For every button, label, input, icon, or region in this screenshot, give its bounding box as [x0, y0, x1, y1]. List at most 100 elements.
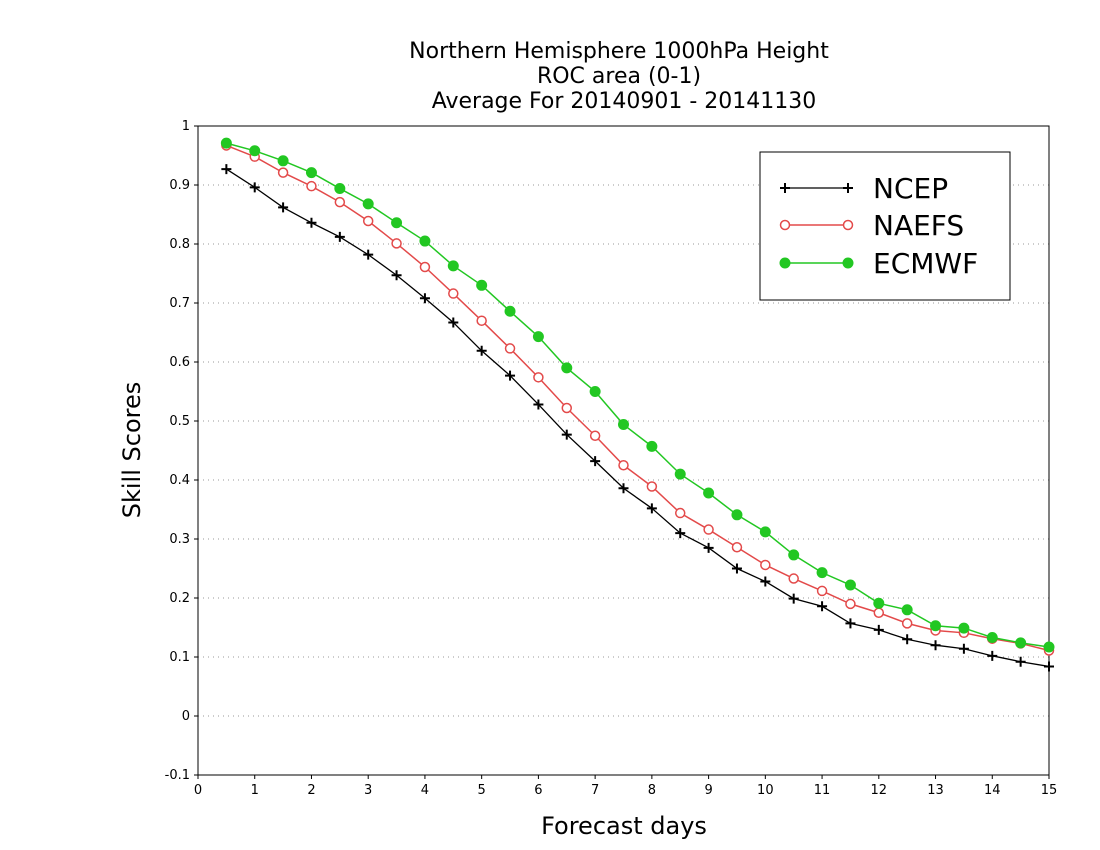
- data-point-ncep-10: [505, 370, 516, 381]
- data-point-ecmwf-0: [220, 137, 232, 149]
- data-point-ncep-25: [930, 640, 941, 651]
- legend-items: NCEP NAEFS ECMWF: [779, 172, 978, 280]
- data-point-ecmwf-7: [419, 235, 431, 247]
- data-point-ecmwf-19: [759, 526, 771, 538]
- x-tick-label-1: 1: [251, 783, 259, 798]
- data-point-ncep-0: [221, 164, 232, 175]
- data-point-naefs-20: [788, 573, 799, 584]
- y-tick-label-8: 0.7: [169, 296, 190, 311]
- x-tick-label-14: 14: [984, 783, 1001, 798]
- data-point-ecmwf-6: [391, 217, 403, 229]
- y-tick-label-10: 0.9: [169, 178, 190, 193]
- data-point-ecmwf-26: [958, 622, 970, 634]
- data-point-naefs-2: [277, 167, 289, 178]
- x-tick-label-6: 6: [534, 783, 542, 798]
- legend-marker-right-ncep: [843, 183, 853, 193]
- x-tick-label-5: 5: [478, 783, 486, 798]
- y-tick-label-9: 0.8: [169, 237, 190, 252]
- y-tick-label-6: 0.5: [169, 414, 190, 429]
- y-tick-label-7: 0.6: [169, 355, 190, 370]
- data-point-ecmwf-28: [1015, 637, 1027, 649]
- data-point-ncep-5: [363, 249, 374, 260]
- data-point-ncep-16: [675, 528, 686, 539]
- data-point-ncep-15: [646, 503, 657, 514]
- x-tick-label-15: 15: [1041, 783, 1058, 798]
- data-point-ecmwf-16: [674, 468, 686, 480]
- data-point-naefs-17: [703, 524, 714, 535]
- data-point-naefs-5: [362, 215, 374, 227]
- legend: NCEP NAEFS ECMWF: [759, 151, 1011, 301]
- data-point-ecmwf-5: [362, 198, 374, 210]
- legend-item-ncep: NCEP: [780, 172, 948, 205]
- legend-item-naefs: NAEFS: [779, 209, 964, 242]
- axes: 0 1 2 3 4 5 6 7 8 9 10 11 12 13 14 15-0.100.10.20.30.40…: [165, 119, 1058, 798]
- data-point-naefs-15: [646, 481, 658, 492]
- data-point-ecmwf-29: [1043, 641, 1055, 653]
- legend-marker-left-ncep: [780, 183, 790, 193]
- data-point-naefs-16: [674, 507, 686, 519]
- y-tick-label-4: 0.3: [169, 532, 190, 547]
- data-point-naefs-12: [561, 402, 573, 414]
- plot-area: [220, 137, 1055, 672]
- y-tick-label-11: 1: [182, 119, 190, 134]
- data-point-ncep-6: [391, 270, 402, 281]
- x-tick-label-7: 7: [591, 783, 599, 798]
- data-point-naefs-22: [845, 598, 856, 610]
- data-point-ecmwf-27: [986, 632, 998, 644]
- data-point-naefs-11: [533, 372, 544, 383]
- data-point-ecmwf-12: [561, 362, 573, 374]
- data-point-ncep-18: [731, 563, 742, 574]
- legend-marker-left-ecmwf: [779, 257, 791, 269]
- data-point-ncep-12: [561, 429, 572, 440]
- data-point-ncep-23: [873, 624, 884, 635]
- data-point-naefs-6: [391, 238, 402, 249]
- chart-title-line-2: ROC area (0-1): [537, 64, 701, 89]
- legend-label-naefs: NAEFS: [873, 209, 964, 242]
- data-point-ecmwf-14: [618, 419, 629, 431]
- x-tick-label-2: 2: [307, 783, 315, 798]
- x-tick-label-10: 10: [757, 783, 774, 798]
- data-point-ncep-27: [987, 650, 998, 661]
- data-point-ecmwf-2: [277, 155, 289, 167]
- data-point-ncep-8: [448, 317, 459, 328]
- data-point-ncep-19: [760, 576, 771, 587]
- data-point-naefs-18: [731, 542, 743, 553]
- data-point-ecmwf-1: [249, 145, 261, 157]
- x-tick-label-13: 13: [927, 783, 944, 798]
- data-point-ecmwf-4: [334, 183, 346, 195]
- series-ncep: [221, 164, 1054, 672]
- y-tick-label-3: 0.2: [169, 591, 190, 606]
- y-tick-label-2: 0.1: [169, 650, 190, 665]
- data-point-naefs-10: [504, 343, 516, 354]
- x-tick-label-11: 11: [814, 783, 831, 798]
- data-point-ecmwf-25: [930, 620, 942, 632]
- legend-box: [759, 151, 1011, 301]
- x-tick-label-12: 12: [871, 783, 888, 798]
- data-point-naefs-7: [419, 261, 431, 273]
- data-point-ncep-29: [1044, 661, 1054, 672]
- data-point-ncep-28: [1015, 656, 1026, 667]
- x-tick-label-9: 9: [704, 783, 712, 798]
- data-point-ecmwf-23: [873, 597, 885, 609]
- data-point-ecmwf-13: [589, 386, 601, 397]
- data-point-ecmwf-20: [788, 549, 800, 561]
- data-point-naefs-23: [873, 607, 885, 618]
- data-point-ecmwf-11: [532, 331, 544, 343]
- data-point-ncep-21: [817, 601, 828, 612]
- chart-title-line-3: Average For 20140901 - 20141130: [432, 89, 817, 114]
- data-point-ecmwf-24: [901, 604, 913, 616]
- data-point-naefs-3: [306, 180, 317, 192]
- y-tick-label-1: 0: [182, 709, 190, 724]
- data-point-ncep-14: [618, 483, 629, 494]
- data-point-naefs-8: [448, 288, 459, 299]
- legend-marker-left-naefs: [779, 219, 791, 231]
- chart-title: Northern Hemisphere 1000hPa Height ROC a…: [409, 39, 829, 114]
- data-point-naefs-14: [618, 460, 629, 471]
- data-point-ecmwf-22: [844, 579, 856, 591]
- data-point-naefs-4: [334, 196, 346, 208]
- data-point-ecmwf-10: [504, 305, 516, 317]
- y-axis-title: Skill Scores: [118, 382, 146, 519]
- legend-marker-right-ecmwf: [842, 257, 854, 269]
